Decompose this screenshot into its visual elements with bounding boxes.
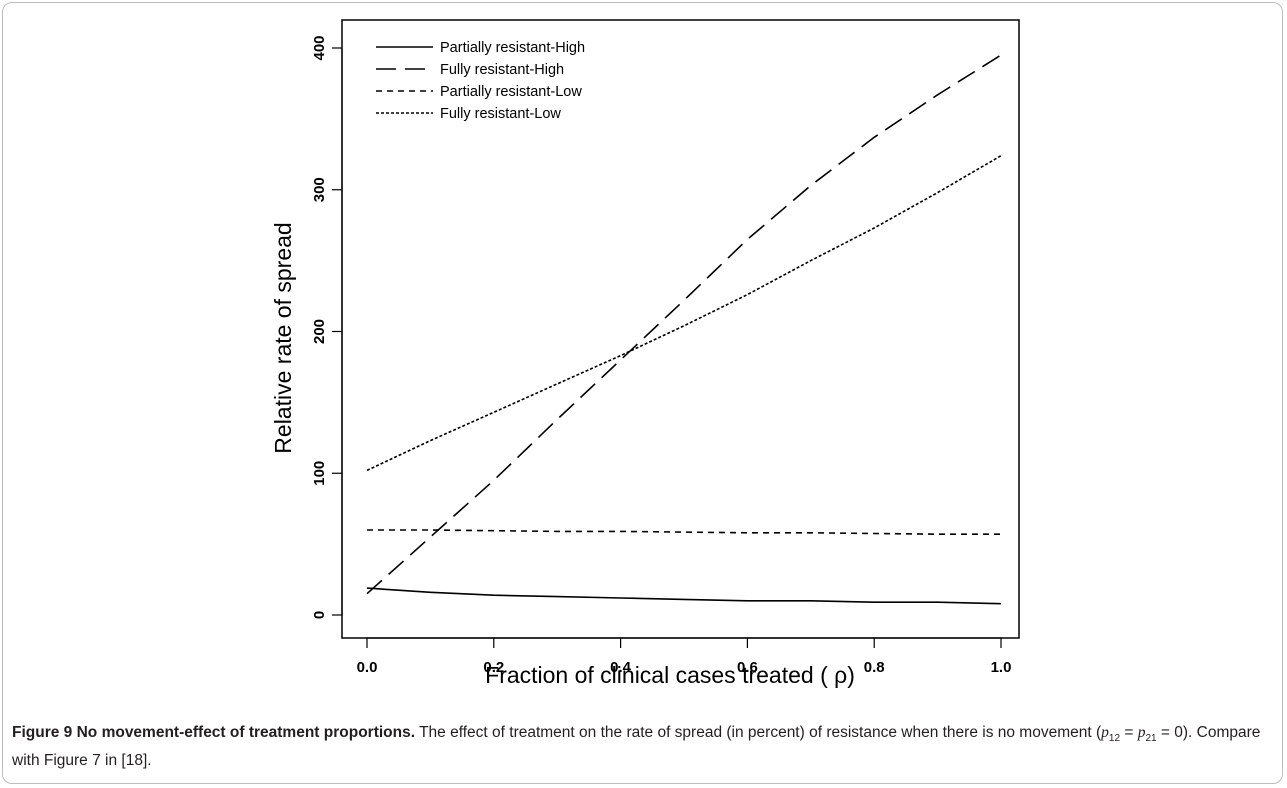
x-axis-label: Fraction of clinical cases treated ( ρ) — [485, 662, 855, 688]
figure-caption: Figure 9 No movement-effect of treatment… — [12, 722, 1274, 772]
series-line-3 — [367, 529, 1001, 536]
legend-label: Fully resistant-High — [440, 62, 564, 78]
x-tick-label: 0.0 — [357, 659, 378, 676]
legend-label: Partially resistant-Low — [440, 84, 582, 100]
x-tick-label: 0.2 — [483, 659, 504, 676]
legend: Partially resistant-High Fully resistant-… — [376, 40, 585, 122]
caption-p12: p — [1101, 724, 1109, 741]
y-tick-label: 300 — [311, 177, 328, 202]
caption-text: The effect of treatment on the rate of s… — [415, 724, 1102, 741]
x-tick-label: 0.4 — [610, 659, 632, 676]
x-axis: 0.0 0.2 0.4 0.6 0.8 1.0 — [357, 637, 1012, 676]
caption-p21: p — [1137, 724, 1146, 741]
y-tick-label: 200 — [311, 319, 328, 344]
x-tick-label: 0.6 — [737, 659, 758, 676]
line-chart: 0.0 0.2 0.4 0.6 0.8 1.0 0 100 200 300 400 Partial… — [270, 19, 1020, 688]
caption-p21-sub: 21 — [1145, 733, 1157, 745]
y-tick-label: 400 — [311, 35, 328, 60]
series-layer — [366, 54, 1002, 605]
y-tick-label: 100 — [311, 461, 328, 486]
legend-label: Fully resistant-Low — [440, 106, 561, 122]
series-line-2 — [366, 54, 1002, 595]
caption-p12-sub: 12 — [1108, 733, 1121, 745]
series-line-1 — [366, 587, 1002, 605]
legend-label: Partially resistant-High — [440, 40, 585, 56]
x-tick-label: 1.0 — [991, 659, 1012, 676]
y-axis-label: Relative rate of spread — [270, 222, 296, 453]
caption-equals: = — [1120, 724, 1138, 741]
y-axis: 0 100 200 300 400 — [311, 35, 343, 619]
y-tick-label: 0 — [311, 611, 328, 619]
series-line-4 — [366, 155, 1002, 472]
x-tick-label: 0.8 — [864, 659, 885, 676]
caption-text-end: = 0). Compare with Figure 7 in [18]. — [12, 724, 1261, 770]
caption-label: Figure 9 No movement-effect of treatment… — [12, 724, 416, 741]
